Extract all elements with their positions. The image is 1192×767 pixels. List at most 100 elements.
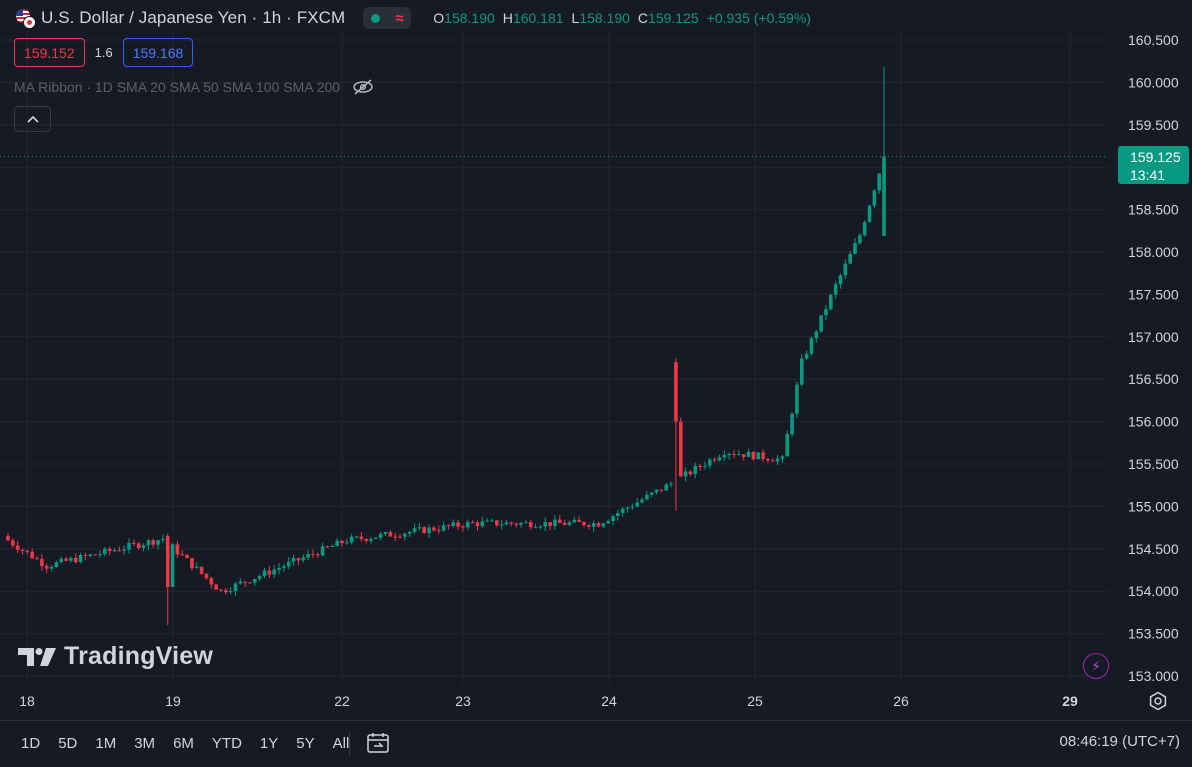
- candle-body: [407, 531, 412, 534]
- range-all-button[interactable]: All: [332, 735, 350, 752]
- range-1d-button[interactable]: 1D: [21, 735, 41, 752]
- candle: [40, 554, 44, 571]
- range-ytd-button[interactable]: YTD: [211, 735, 242, 752]
- candle-body: [553, 519, 557, 526]
- candle: [165, 533, 170, 626]
- candle-body: [122, 549, 126, 551]
- candle-body: [814, 331, 819, 339]
- buy-button[interactable]: 159.168: [122, 38, 194, 67]
- candle-body: [635, 502, 639, 507]
- go-to-date-icon[interactable]: [366, 731, 390, 755]
- candle: [674, 358, 678, 511]
- price-chart[interactable]: 153.000 153.500 154.000 154.500 155.000 155.5…: [0, 0, 1192, 720]
- candle: [553, 515, 557, 530]
- candle: [877, 172, 881, 195]
- candle-body: [180, 554, 185, 556]
- candle: [243, 581, 247, 587]
- candle-body: [649, 492, 654, 495]
- range-5y-button[interactable]: 5Y: [296, 735, 315, 752]
- price-tick-label: 153.000: [1128, 668, 1179, 684]
- candle: [330, 544, 335, 547]
- candle: [490, 518, 494, 522]
- candle: [461, 524, 465, 532]
- candle-body: [528, 522, 533, 528]
- candle-body: [746, 451, 751, 457]
- candle-body: [804, 353, 809, 359]
- candle: [228, 587, 233, 595]
- candle: [785, 430, 790, 457]
- close-value: 159.125: [648, 10, 699, 26]
- candle-body: [345, 542, 349, 544]
- candle-body: [93, 554, 97, 556]
- price-tick-label: 157.000: [1128, 329, 1179, 345]
- range-1m-button[interactable]: 1M: [95, 735, 117, 752]
- candle: [572, 516, 577, 524]
- candle-body: [403, 533, 407, 537]
- candle-body: [548, 522, 552, 526]
- ma-ribbon-legend[interactable]: MA Ribbon · 1D SMA 20 SMA 50 SMA 100 SMA…: [14, 79, 374, 95]
- eye-crossed-icon[interactable]: [352, 79, 374, 95]
- gear-icon[interactable]: [1148, 691, 1168, 711]
- candle: [407, 530, 412, 537]
- candle-body: [882, 156, 886, 236]
- candle: [136, 541, 141, 550]
- high-value: 160.181: [512, 10, 564, 26]
- market-status[interactable]: ≈: [363, 7, 412, 29]
- candle-body: [6, 536, 10, 541]
- candle: [369, 536, 373, 544]
- candle: [659, 489, 664, 493]
- chart-header: U.S. Dollar / Japanese Yen · 1h · FXCM ≈…: [0, 0, 811, 36]
- candle-body: [504, 522, 509, 525]
- collapse-legend-button[interactable]: [14, 106, 51, 132]
- candle: [606, 519, 610, 524]
- range-3m-button[interactable]: 3M: [134, 735, 156, 752]
- candle-body: [262, 570, 267, 577]
- candle: [117, 546, 122, 552]
- candle-body: [165, 536, 170, 587]
- candle: [393, 532, 397, 541]
- candle: [466, 519, 470, 531]
- candle: [432, 525, 436, 532]
- lightning-icon[interactable]: ⚡: [1083, 653, 1109, 679]
- candle: [533, 523, 538, 529]
- symbol-title[interactable]: U.S. Dollar / Japanese Yen · 1h · FXCM: [41, 8, 346, 27]
- bar-countdown: 13:41: [1130, 167, 1166, 183]
- candle: [625, 506, 630, 513]
- candle: [98, 550, 102, 559]
- candle-body: [499, 524, 504, 526]
- candle-body: [678, 421, 683, 477]
- range-5d-button[interactable]: 5D: [58, 735, 78, 752]
- candle: [441, 521, 446, 532]
- last-price-value: 159.125: [1130, 149, 1181, 165]
- candle: [180, 549, 185, 557]
- candle: [620, 506, 625, 517]
- range-6m-button[interactable]: 6M: [173, 735, 194, 752]
- timezone-clock[interactable]: 08:46:19 (UTC+7): [1059, 733, 1180, 750]
- range-1y-button[interactable]: 1Y: [259, 735, 279, 752]
- price-tick-label: 154.000: [1128, 583, 1179, 599]
- candle: [30, 548, 34, 560]
- price-tick-label: 156.500: [1128, 371, 1179, 387]
- candle: [54, 560, 59, 568]
- candle: [286, 556, 291, 570]
- candle: [833, 281, 838, 299]
- candle-body: [669, 483, 673, 485]
- candle: [170, 543, 175, 588]
- candle: [272, 565, 276, 578]
- sell-button[interactable]: 159.152: [14, 38, 85, 67]
- candle-body: [219, 589, 223, 591]
- candle: [630, 503, 635, 510]
- date-tick-label: 23: [455, 693, 471, 709]
- candle: [291, 554, 296, 566]
- candle: [708, 457, 712, 469]
- candle-body: [587, 525, 591, 527]
- candle: [819, 315, 823, 334]
- date-tick-label: 24: [601, 693, 617, 709]
- candle: [224, 587, 228, 595]
- candle: [69, 556, 73, 563]
- candle-body: [354, 536, 359, 538]
- candle: [693, 462, 698, 479]
- candle: [83, 552, 88, 560]
- candle: [349, 533, 354, 545]
- candle: [456, 519, 460, 530]
